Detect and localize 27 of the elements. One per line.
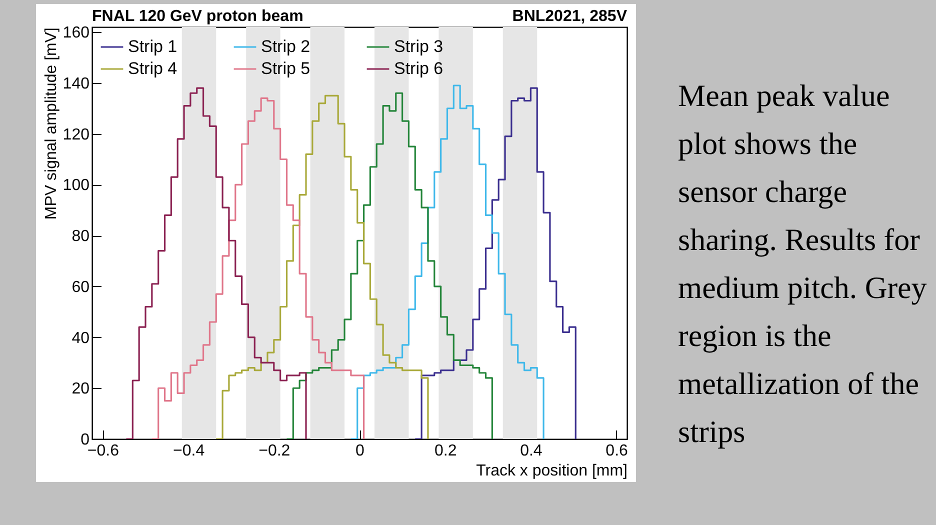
x-tick-label: 0 <box>356 442 365 460</box>
legend-label: Strip 5 <box>261 59 310 78</box>
y-axis-title: MPV signal amplitude [mV] <box>42 28 60 220</box>
chart-title: FNAL 120 GeV proton beam <box>92 8 304 25</box>
x-tick-label: −0.2 <box>258 442 290 460</box>
x-tick-label: 0.6 <box>606 442 628 460</box>
y-tick-label: 60 <box>72 278 90 296</box>
legend-label: Strip 1 <box>128 37 178 56</box>
legend-label: Strip 2 <box>261 37 310 56</box>
legend-label: Strip 4 <box>128 59 178 78</box>
x-axis-title: Track x position [mm] <box>476 462 628 480</box>
y-tick-label: 40 <box>72 330 90 347</box>
x-tick-label: 0.2 <box>434 442 457 460</box>
text: BNL2021, 285V <box>512 8 628 25</box>
y-tick-label: 20 <box>72 380 90 398</box>
x-tick-label: −0.4 <box>173 442 205 460</box>
x-tick-label: 0.4 <box>520 442 542 460</box>
y-tick-label: 140 <box>62 75 90 92</box>
y-tick-label: 100 <box>62 177 90 194</box>
y-tick-label: 160 <box>62 24 90 42</box>
y-tick-label: 120 <box>62 126 90 144</box>
x-tick-label: −0.6 <box>87 442 120 460</box>
y-tick-label: 0 <box>80 432 90 448</box>
y-tick-label: 80 <box>72 228 90 246</box>
legend-label: Strip 6 <box>394 59 444 78</box>
legend-label: Strip 3 <box>394 37 444 56</box>
text: Mean peak value plot shows the sensor charge sharing. Results for medium pitch. Grey region is the metallization of the strips <box>678 77 928 452</box>
